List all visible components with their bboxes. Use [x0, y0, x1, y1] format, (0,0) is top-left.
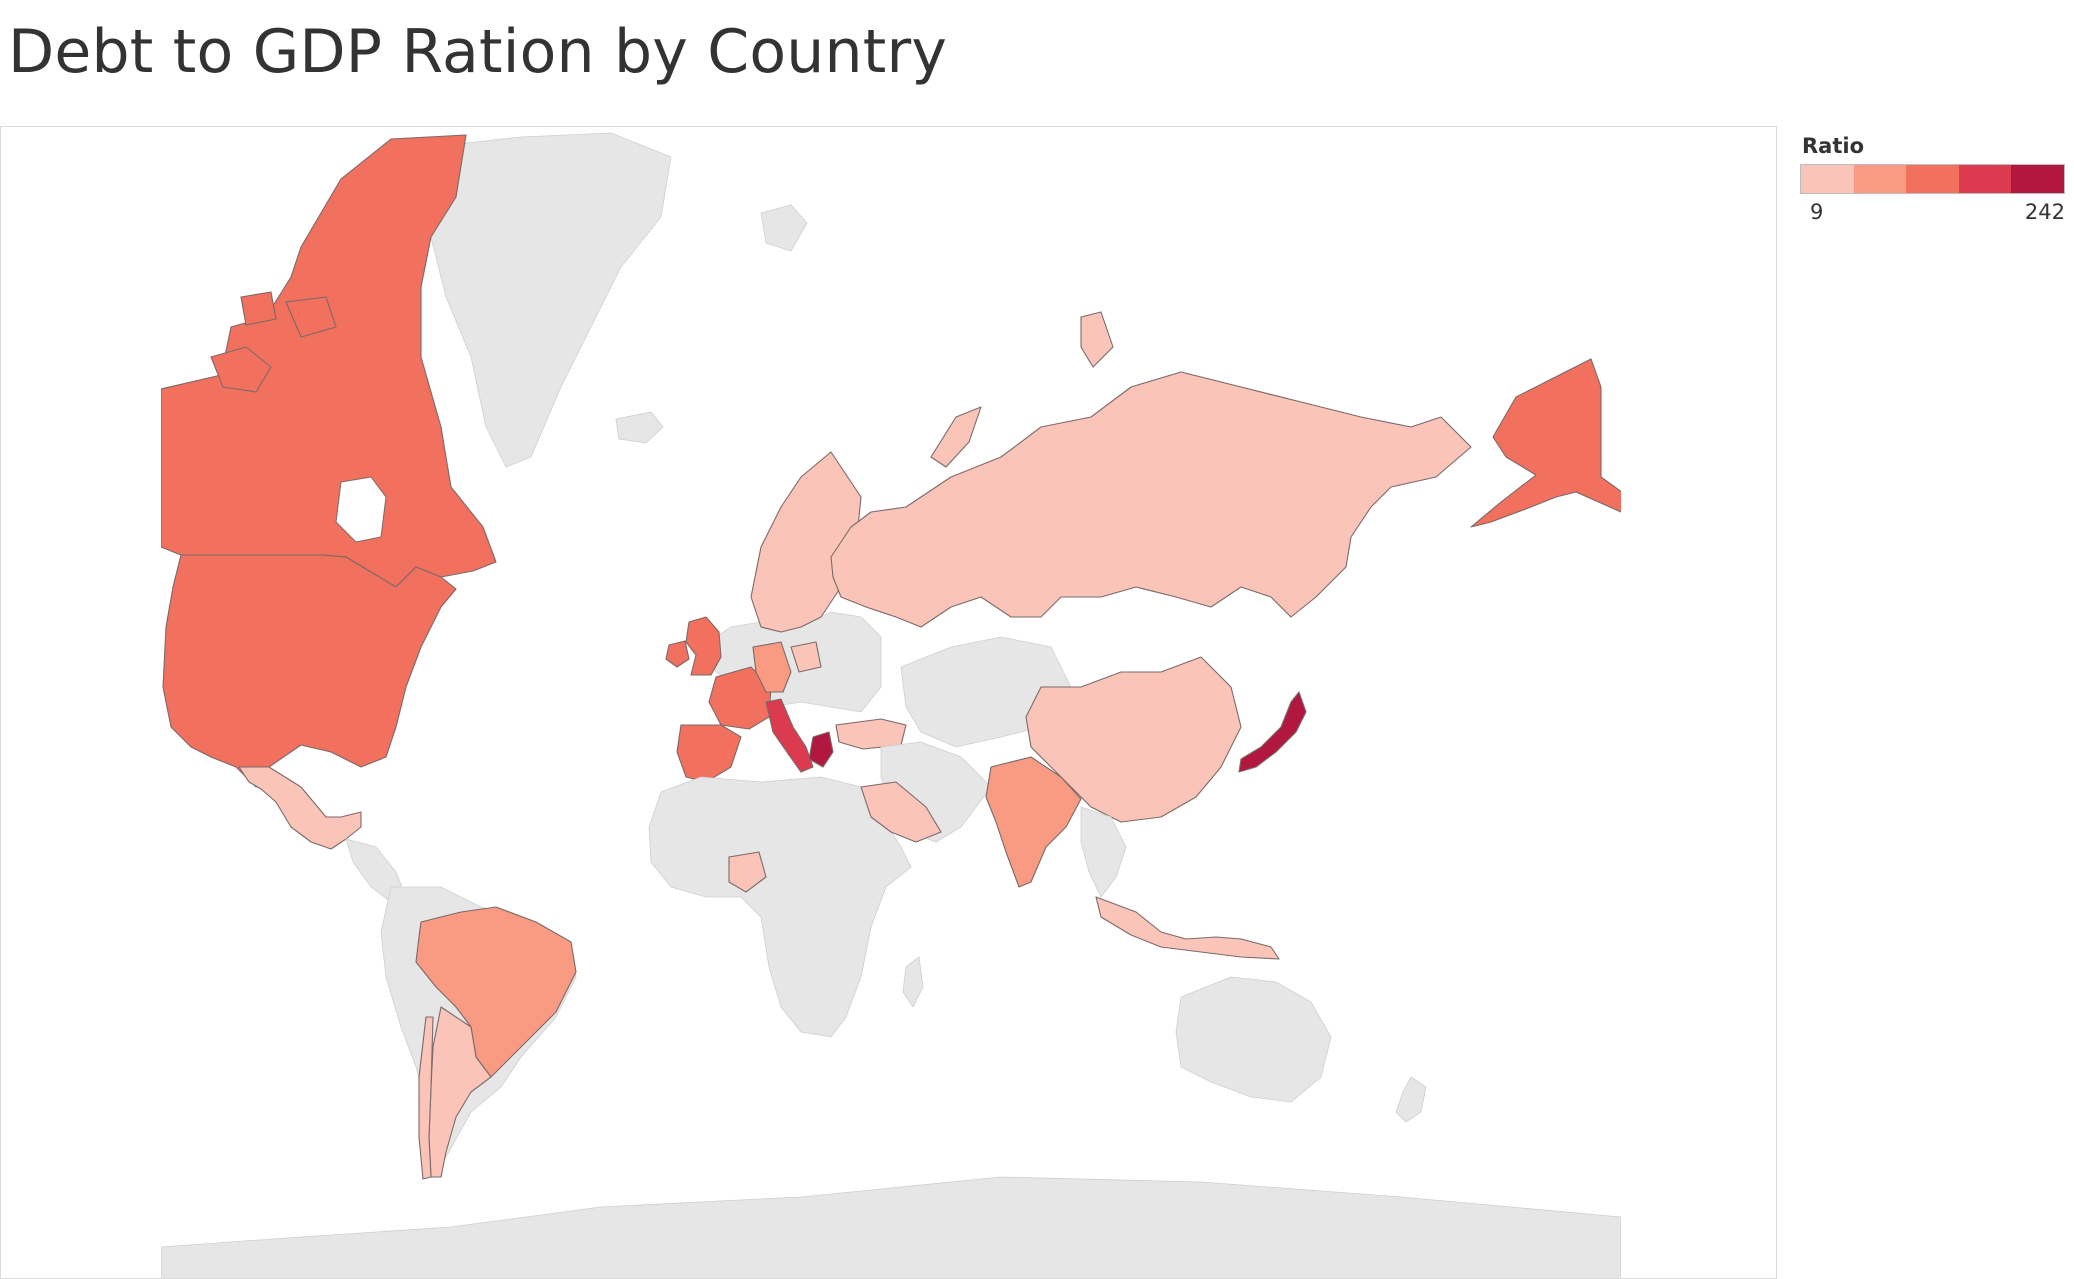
world-map[interactable]	[0, 126, 1777, 1279]
country-alaska[interactable]	[1470, 358, 1626, 528]
country-nigeria[interactable]	[728, 851, 767, 893]
region-svalbard[interactable]	[760, 204, 808, 252]
country-turkey[interactable]	[835, 718, 907, 750]
legend-max-label: 242	[2024, 200, 2065, 224]
country-united-states[interactable]	[162, 554, 457, 788]
country-china[interactable]	[1025, 656, 1242, 823]
country-chile[interactable]	[418, 1016, 434, 1180]
map-canvas[interactable]	[1, 127, 1777, 1279]
region-africa[interactable]	[648, 776, 912, 1038]
country-russia[interactable]	[830, 371, 1472, 628]
legend-labels: 9 242	[1800, 194, 2065, 224]
country-ireland[interactable]	[665, 640, 690, 668]
legend-swatch-5	[2011, 165, 2064, 193]
country-russia-islands[interactable]	[930, 311, 1114, 468]
region-new-zealand[interactable]	[1395, 1076, 1427, 1123]
country-saudi-arabia[interactable]	[860, 781, 942, 843]
country-india[interactable]	[985, 756, 1082, 888]
country-canada[interactable]	[161, 134, 497, 588]
country-mexico[interactable]	[238, 766, 362, 850]
region-madagascar[interactable]	[902, 956, 924, 1008]
country-united-kingdom[interactable]	[685, 616, 722, 676]
region-antarctica[interactable]	[161, 1176, 1621, 1279]
country-indonesia[interactable]	[1095, 896, 1280, 960]
country-spain[interactable]	[676, 724, 742, 783]
legend-swatch-1	[1801, 165, 1854, 193]
country-greece[interactable]	[808, 731, 834, 768]
region-greenland[interactable]	[415, 132, 672, 468]
country-germany[interactable]	[752, 641, 792, 693]
legend-title: Ratio	[1802, 134, 1865, 158]
region-australia[interactable]	[1175, 976, 1332, 1103]
legend-swatch-4	[1958, 165, 2012, 193]
legend-color-ramp	[1800, 164, 2065, 194]
page-title: Debt to GDP Ration by Country	[8, 17, 948, 87]
legend-min-label: 9	[1810, 200, 1824, 224]
legend-swatch-3	[1906, 165, 1959, 193]
region-iceland[interactable]	[615, 411, 664, 444]
country-poland[interactable]	[790, 641, 822, 673]
region-southeast-asia[interactable]	[1080, 806, 1127, 898]
legend-swatch-2	[1853, 165, 1907, 193]
country-japan[interactable]	[1238, 691, 1307, 773]
country-canada-islands[interactable]	[210, 291, 337, 393]
country-italy[interactable]	[765, 698, 814, 773]
country-france[interactable]	[708, 666, 772, 730]
color-legend: Ratio 9 242	[1800, 134, 2074, 224]
country-brazil[interactable]	[415, 906, 577, 1078]
